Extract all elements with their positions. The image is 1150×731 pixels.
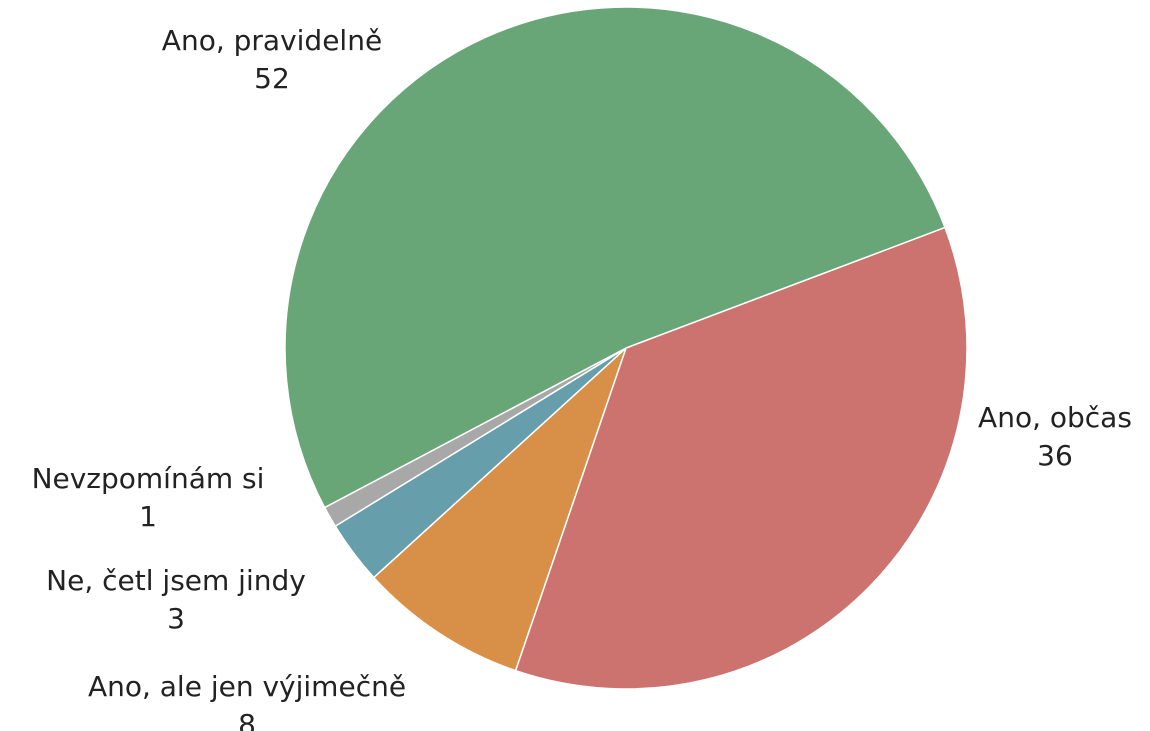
- slice-label: Ne, četl jsem jindy: [46, 564, 306, 597]
- slice-label: Ano, pravidelně: [162, 24, 382, 57]
- slice-value: 36: [1037, 439, 1073, 472]
- pie-slice: [284, 6, 946, 509]
- slice-value: 3: [167, 602, 185, 635]
- slice-label: Ano, občas: [978, 401, 1132, 434]
- slice-value: 1: [139, 500, 157, 533]
- slice-value: 52: [254, 62, 290, 95]
- slice-value: 8: [238, 708, 256, 731]
- pie-slice: [372, 347, 627, 672]
- pie-slice: [514, 226, 968, 690]
- slice-label: Nevzpomínám si: [32, 462, 265, 495]
- slice-label: Ano, ale jen výjimečně: [88, 670, 406, 703]
